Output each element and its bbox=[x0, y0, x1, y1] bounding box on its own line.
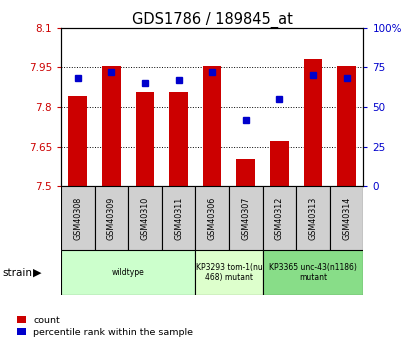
Text: wildtype: wildtype bbox=[112, 268, 144, 277]
Bar bbox=[61, 186, 94, 250]
Title: GDS1786 / 189845_at: GDS1786 / 189845_at bbox=[131, 11, 293, 28]
Bar bbox=[61, 250, 195, 295]
Bar bbox=[270, 141, 289, 186]
Bar bbox=[262, 186, 296, 250]
Text: strain: strain bbox=[2, 268, 32, 277]
Bar bbox=[195, 250, 262, 295]
Bar bbox=[337, 66, 356, 186]
Bar bbox=[229, 186, 262, 250]
Text: GSM40311: GSM40311 bbox=[174, 197, 183, 240]
Text: GSM40313: GSM40313 bbox=[308, 197, 318, 240]
Bar bbox=[169, 92, 188, 186]
Legend: count, percentile rank within the sample: count, percentile rank within the sample bbox=[17, 316, 193, 337]
Bar bbox=[203, 66, 221, 186]
Text: GSM40308: GSM40308 bbox=[73, 197, 82, 240]
Text: GSM40306: GSM40306 bbox=[207, 197, 217, 240]
Bar bbox=[162, 186, 195, 250]
Text: GSM40314: GSM40314 bbox=[342, 197, 351, 240]
Text: GSM40307: GSM40307 bbox=[241, 197, 250, 240]
Text: KP3365 unc-43(n1186)
mutant: KP3365 unc-43(n1186) mutant bbox=[269, 263, 357, 282]
Bar bbox=[304, 59, 322, 186]
Text: KP3293 tom-1(nu
468) mutant: KP3293 tom-1(nu 468) mutant bbox=[196, 263, 262, 282]
Bar bbox=[94, 186, 128, 250]
Bar bbox=[68, 96, 87, 186]
Bar bbox=[136, 92, 154, 186]
Bar bbox=[262, 250, 363, 295]
Bar bbox=[236, 158, 255, 186]
Bar bbox=[195, 186, 229, 250]
Bar bbox=[330, 186, 363, 250]
Bar bbox=[128, 186, 162, 250]
Text: ▶: ▶ bbox=[33, 268, 41, 277]
Text: GSM40312: GSM40312 bbox=[275, 197, 284, 240]
Bar bbox=[102, 66, 121, 186]
Text: GSM40310: GSM40310 bbox=[140, 197, 150, 240]
Text: GSM40309: GSM40309 bbox=[107, 197, 116, 240]
Bar bbox=[296, 186, 330, 250]
